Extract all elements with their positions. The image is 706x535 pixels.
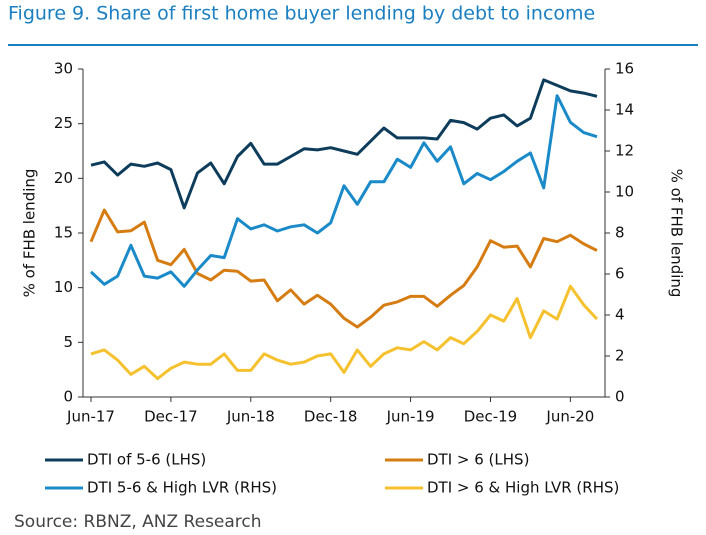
y-tick-label: 20 <box>54 169 73 187</box>
y2-axis-label: % of FHB lending <box>668 169 686 298</box>
y-tick-label: 30 <box>54 60 73 78</box>
y2-tick-label: 16 <box>615 60 634 78</box>
y2-tick-label: 10 <box>615 183 634 201</box>
y-tick-label: 10 <box>54 278 73 296</box>
x-tick-label: Jun-19 <box>386 408 435 426</box>
y2-tick-label: 4 <box>615 306 625 324</box>
legend-label: DTI > 6 & High LVR (RHS) <box>427 479 619 497</box>
y2-tick-label: 0 <box>615 388 625 406</box>
y-axis-label: % of FHB lending <box>21 169 39 298</box>
source: Source: RBNZ, ANZ Research <box>14 512 262 532</box>
x-tick-label: Dec-17 <box>144 408 198 426</box>
legend-label: DTI > 6 (LHS) <box>427 451 529 469</box>
chart-title: Figure 9. Share of first home buyer lend… <box>8 3 595 25</box>
y2-tick-label: 6 <box>615 265 625 283</box>
y2-tick-label: 2 <box>615 347 625 365</box>
x-tick-label: Dec-19 <box>464 408 518 426</box>
series-line <box>90 284 599 381</box>
y2-tick-label: 14 <box>615 101 634 119</box>
y2-tick-label: 8 <box>615 224 625 242</box>
legend-label: DTI 5-6 & High LVR (RHS) <box>87 479 277 497</box>
x-tick-label: Jun-17 <box>66 408 115 426</box>
series-line <box>90 78 598 210</box>
y-tick-label: 0 <box>63 388 73 406</box>
series-line <box>89 94 598 288</box>
y-tick-label: 15 <box>54 224 73 242</box>
y-tick-label: 25 <box>54 114 73 132</box>
y-tick-label: 5 <box>63 333 73 351</box>
legend-label: DTI of 5-6 (LHS) <box>87 451 206 469</box>
y2-tick-label: 12 <box>615 142 634 160</box>
x-tick-label: Jun-18 <box>226 408 275 426</box>
series-line <box>89 208 598 329</box>
x-tick-label: Jun-20 <box>545 408 594 426</box>
x-tick-label: Dec-18 <box>304 408 358 426</box>
